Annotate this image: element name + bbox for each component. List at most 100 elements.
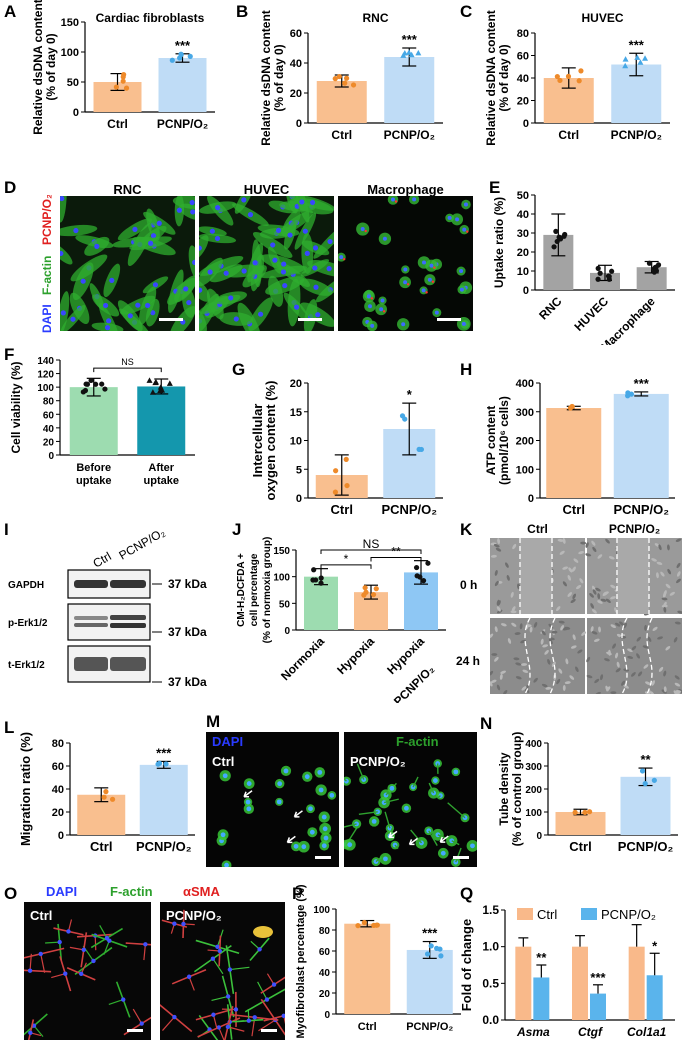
cell [228,295,234,301]
scratch-gap [520,538,552,614]
y-tick-label: 20 [517,247,529,259]
cell [521,686,527,691]
blot-band [110,580,146,588]
y-axis-label: Intercellular [250,404,265,478]
cell [104,935,110,941]
cell [515,662,522,666]
cell [212,958,224,975]
cell [470,843,475,849]
cell [663,601,667,608]
bar [636,267,667,290]
cell [667,544,670,551]
cell [567,574,571,581]
cell [313,284,319,290]
scratch-edge [646,617,653,694]
cell [522,669,529,674]
cell [304,250,310,256]
legend-swatch-pcnp [581,908,597,920]
panel-letter-e: E [489,178,501,197]
cell [500,623,507,627]
cell [650,691,655,694]
cell [656,561,663,566]
chart-l: 0 20 40 60 80 Ctrl PCNP/O₂ *** Migration ratio (… [18,732,195,854]
cell [608,556,615,560]
cell [661,689,667,694]
scale-bar [127,1029,143,1032]
cell [425,291,428,294]
cell [343,257,346,261]
blot-col-pcnp: PCNP/O₂ [117,525,168,563]
cell [370,323,375,328]
data-point [597,270,603,276]
kda-label: 37 kDa [168,625,207,639]
data-point [342,80,348,86]
cell [257,947,262,952]
cell [647,636,652,642]
cell [220,832,226,838]
y-tick-label: 40 [52,784,64,796]
migration-images-k [490,538,682,694]
cell [433,778,438,783]
cell [211,995,229,1002]
x-tick-label: RNC [536,294,565,323]
cell [186,974,192,979]
data-point [113,84,119,90]
y-tick-label: 100 [313,905,330,916]
y-tick-label: 100 [61,47,79,59]
cell [494,656,499,662]
cell [660,571,665,577]
cell [211,1012,216,1017]
cell [79,971,84,977]
cell [391,197,396,202]
cell [247,212,254,218]
cell [631,645,637,651]
cell [51,973,66,979]
y-tick-label: 0 [523,118,529,130]
m-image-pcnp-cells [344,759,477,867]
k-row-0h: 0 h [460,578,478,592]
cell [673,690,678,694]
cell [459,287,464,292]
y-tick-label: 5 [296,464,302,476]
bar [613,393,669,498]
cell [106,318,112,324]
x-tick-label: Normoxia [278,634,327,683]
cell [383,798,399,804]
cell [665,645,671,651]
cell [367,304,372,309]
cell [190,209,195,215]
data-point [169,57,175,63]
x-tick-label: HUVEC [572,294,612,334]
cell [674,675,680,680]
bar [555,812,606,835]
cell [499,673,503,680]
data-point [642,781,648,787]
cell [252,1015,257,1020]
cell [556,606,561,612]
cell [435,761,441,766]
d-side-labels: DAPI F-actin PCNP/O₂ [40,195,54,333]
cell [663,606,667,613]
cell [233,316,239,322]
data-point [163,761,169,767]
cell [597,600,603,604]
y-tick-label: 0.5 [482,976,499,990]
cell [156,220,162,226]
cell [45,941,60,944]
cell [225,994,231,999]
cell [28,1030,33,1036]
cell [592,589,597,595]
cell [380,298,385,303]
x-tick-label: Ctrl [107,117,128,131]
y-tick-label: 1.5 [482,903,499,917]
cell [321,814,327,820]
bar-pcnp [590,993,606,1020]
cell [590,603,594,609]
cell [214,235,221,242]
data-point [332,489,339,495]
panel-letter-n: N [480,714,493,733]
cell [327,238,333,245]
cell [192,259,195,265]
cell [147,240,154,246]
scratch-gap [617,538,649,614]
